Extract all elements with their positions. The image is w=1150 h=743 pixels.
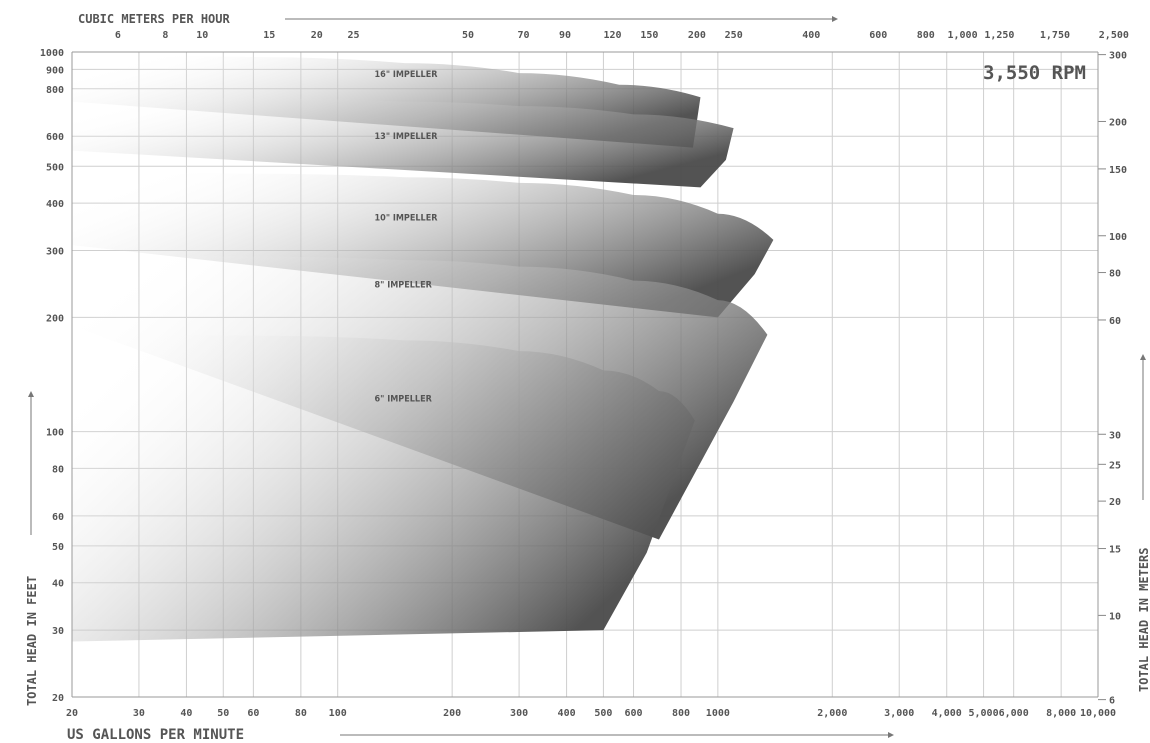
x2-tick-label: 90 — [559, 30, 571, 41]
x-tick-label: 4,000 — [932, 708, 962, 719]
x-tick-label: 50 — [217, 708, 229, 719]
y2-axis-arrowhead — [1140, 354, 1146, 360]
x-tick-label: 20 — [66, 708, 78, 719]
tick-labels: 20 30 40 50 60 80 100 200 300 400 500 600 800 1000 2,0… — [40, 30, 1129, 719]
x-tick-label: 40 — [180, 708, 192, 719]
x2-tick-label: 2,500 — [1099, 30, 1129, 41]
y-tick-label: 200 — [46, 313, 64, 324]
y2-tick-label: 60 — [1109, 316, 1121, 327]
impeller-label: 13" IMPELLER — [375, 132, 439, 142]
x-tick-label: 100 — [329, 708, 347, 719]
x-tick-label: 6,000 — [999, 708, 1029, 719]
x-axis-title: US GALLONS PER MINUTE — [67, 727, 244, 743]
x-tick-label: 60 — [247, 708, 259, 719]
impeller-labels: 16" IMPELLER 13" IMPELLER 10" IMPELLER 8" I… — [375, 70, 439, 405]
x2-tick-label: 150 — [640, 30, 658, 41]
x2-tick-label: 50 — [462, 30, 474, 41]
x2-axis-arrowhead — [832, 16, 838, 22]
x-tick-label: 2,000 — [817, 708, 847, 719]
x2-tick-label: 200 — [688, 30, 706, 41]
y-tick-label: 30 — [52, 626, 64, 637]
impeller-label: 8" IMPELLER — [375, 280, 433, 290]
y-axis-title: TOTAL HEAD IN FEET — [25, 576, 39, 706]
x2-tick-label: 120 — [603, 30, 621, 41]
y-tick-label: 60 — [52, 512, 64, 523]
x2-tick-label: 10 — [196, 30, 208, 41]
x2-tick-label: 70 — [518, 30, 530, 41]
x-tick-label: 400 — [558, 708, 576, 719]
x-tick-label: 200 — [443, 708, 461, 719]
y-axis-arrowhead — [28, 391, 34, 397]
y2-tick-label: 6 — [1109, 696, 1115, 707]
x2-tick-label: 600 — [869, 30, 887, 41]
x2-tick-label: 20 — [311, 30, 323, 41]
x2-tick-label: 25 — [348, 30, 360, 41]
y2-tick-label: 80 — [1109, 269, 1121, 280]
x-tick-label: 300 — [510, 708, 528, 719]
x-axis-arrowhead — [888, 732, 894, 738]
rpm-title: 3,550 RPM — [983, 62, 1086, 84]
y-tick-label: 900 — [46, 65, 64, 76]
y-tick-label: 80 — [52, 464, 64, 475]
y2-tick-label: 20 — [1109, 497, 1121, 508]
y2-tick-label: 15 — [1109, 545, 1121, 556]
y-tick-label: 800 — [46, 85, 64, 96]
x2-tick-label: 15 — [263, 30, 275, 41]
impeller-label: 6" IMPELLER — [375, 395, 433, 405]
impeller-area — [72, 97, 734, 188]
y-tick-label: 40 — [52, 579, 64, 590]
impeller-area — [72, 334, 695, 642]
x-tick-label: 30 — [133, 708, 145, 719]
impeller-label: 10" IMPELLER — [375, 213, 439, 223]
x2-tick-label: 1,750 — [1040, 30, 1070, 41]
x2-axis-title: CUBIC METERS PER HOUR — [78, 12, 230, 26]
y-tick-label: 400 — [46, 199, 64, 210]
x-tick-label: 3,000 — [884, 708, 914, 719]
y2-tick-label: 200 — [1109, 117, 1127, 128]
x-tick-label: 10,000 — [1080, 708, 1116, 719]
x-tick-label: 500 — [594, 708, 612, 719]
y2-tick-label: 100 — [1109, 232, 1127, 243]
y2-tick-label: 30 — [1109, 430, 1121, 441]
x-tick-label: 8,000 — [1046, 708, 1076, 719]
y-tick-label: 20 — [52, 693, 64, 704]
y-tick-label: 300 — [46, 247, 64, 258]
y-tick-label: 500 — [46, 162, 64, 173]
y2-axis-title: TOTAL HEAD IN METERS — [1137, 548, 1150, 693]
x2-tick-label: 800 — [917, 30, 935, 41]
x-tick-label: 800 — [672, 708, 690, 719]
x-tick-label: 5,000 — [969, 708, 999, 719]
y-tick-label: 100 — [46, 428, 64, 439]
x-tick-label: 600 — [624, 708, 642, 719]
impeller-label: 16" IMPELLER — [375, 70, 439, 80]
y2-tick-label: 300 — [1109, 51, 1127, 62]
x2-tick-label: 250 — [725, 30, 743, 41]
x2-tick-label: 1,250 — [984, 30, 1014, 41]
y2-tick-label: 25 — [1109, 460, 1121, 471]
x-tick-label: 80 — [295, 708, 307, 719]
y-tick-label: 1000 — [40, 48, 64, 59]
x2-tick-label: 6 — [115, 30, 121, 41]
impeller-areas — [72, 56, 774, 642]
y-tick-label: 50 — [52, 542, 64, 553]
y2-tick-label: 10 — [1109, 611, 1121, 622]
y-tick-label: 600 — [46, 132, 64, 143]
x2-tick-label: 400 — [802, 30, 820, 41]
x2-tick-label: 8 — [162, 30, 168, 41]
x2-tick-label: 1,000 — [948, 30, 978, 41]
x-tick-label: 1000 — [706, 708, 730, 719]
y2-tick-label: 150 — [1109, 165, 1127, 176]
